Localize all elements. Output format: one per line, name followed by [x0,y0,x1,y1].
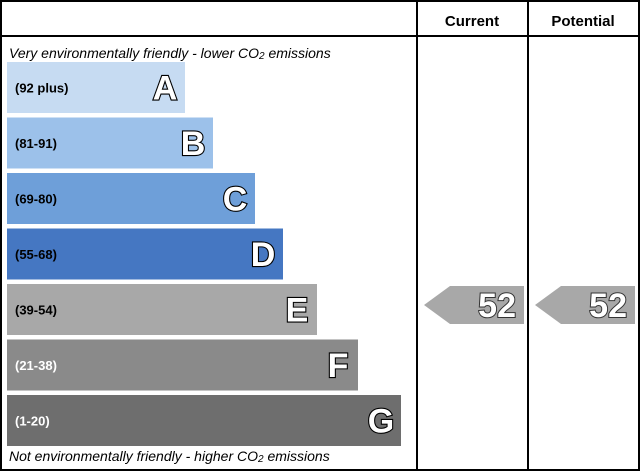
band-a-letter: A [153,70,178,108]
band-b-bar [7,117,213,169]
potential-rating-arrow [535,286,635,324]
band-b-range: (81-91) [15,136,57,151]
band-f: (21-38) F [7,339,358,391]
band-g-range: (1-20) [15,414,50,429]
rating-markers: 52 52 [424,286,635,326]
band-c-range: (69-80) [15,192,57,207]
band-c: (69-80) C [7,173,255,224]
potential-rating: 52 [535,286,635,326]
band-f-letter: F [328,347,349,385]
bottom-note: Not environmentally friendly - higher CO… [9,448,330,465]
band-b: (81-91) B [7,117,213,169]
current-column-header: Current [445,13,499,30]
band-c-bar [7,173,255,224]
band-e-bar [7,284,317,335]
band-a: (92 plus) A [7,62,185,113]
band-d: (55-68) D [7,228,283,280]
band-d-bar [7,228,283,280]
current-rating-value: 52 [478,287,516,325]
band-d-letter: D [251,236,276,274]
current-rating: 52 [424,286,524,326]
band-g: (1-20) G [7,395,401,446]
top-note: Very environmentally friendly - lower CO… [9,45,331,62]
potential-rating-value: 52 [589,287,627,325]
band-e-letter: E [286,292,309,330]
rating-bands: (92 plus) A (81-91) B (69-80) C (55-68) D (39-54… [7,62,401,446]
band-f-range: (21-38) [15,358,57,373]
band-b-letter: B [181,125,206,163]
band-e: (39-54) E [7,284,317,335]
band-d-range: (55-68) [15,247,57,262]
band-a-bar [7,62,185,113]
current-rating-arrow [424,286,524,324]
band-c-letter: C [223,181,248,219]
band-e-range: (39-54) [15,303,57,318]
band-f-bar [7,339,358,391]
band-a-range: (92 plus) [15,81,68,96]
band-g-bar [7,395,401,446]
band-g-letter: G [368,403,394,441]
potential-column-header: Potential [551,13,614,30]
